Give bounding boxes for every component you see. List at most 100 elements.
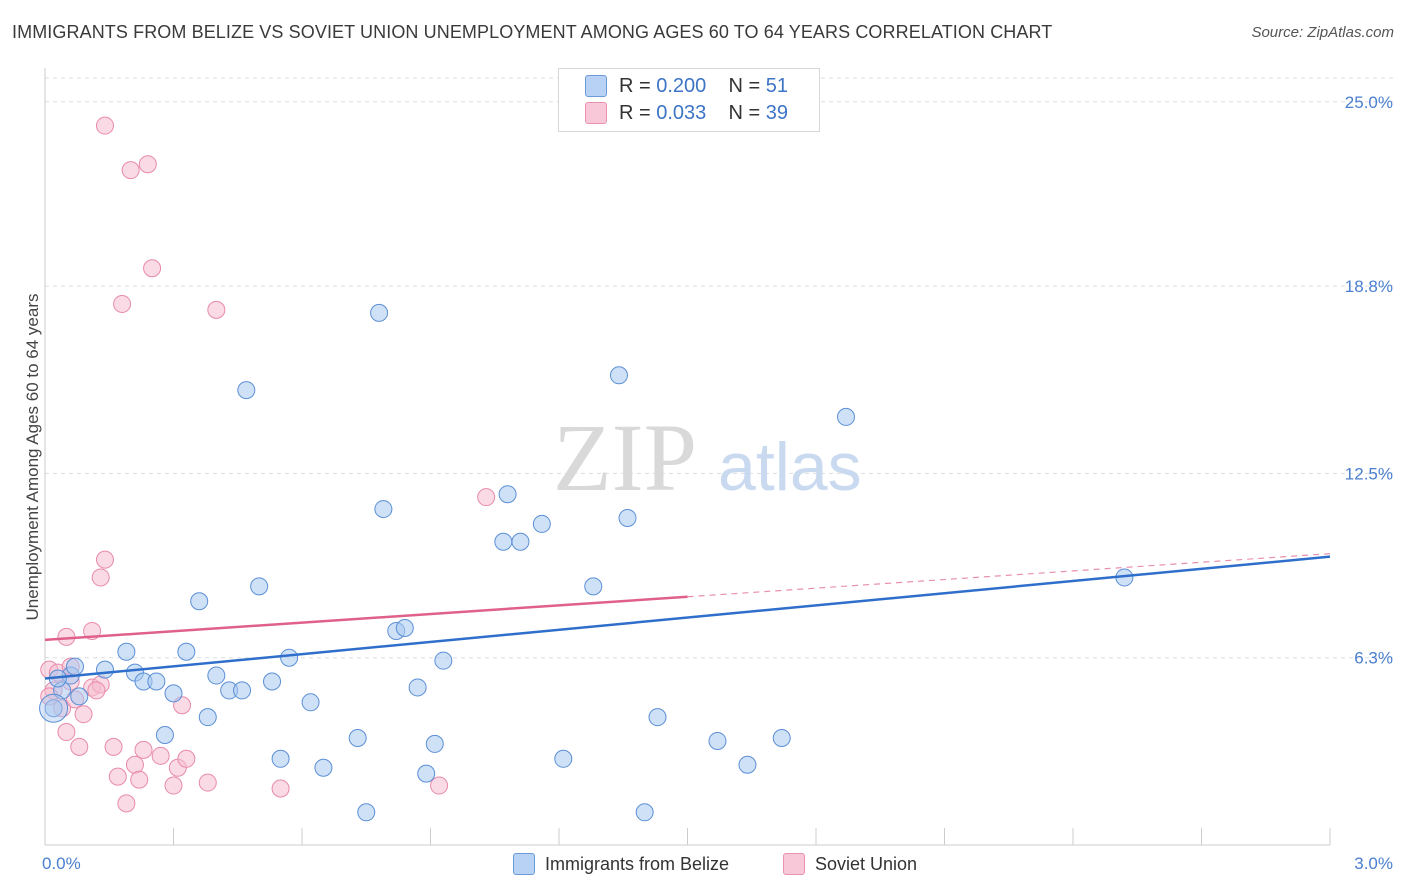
point-soviet-union [198, 773, 217, 792]
point-immigrants-from-belize [177, 642, 196, 661]
point-soviet-union [95, 550, 114, 569]
legend-n-value: 51 [765, 74, 789, 97]
watermark-zip: ZIP [553, 404, 697, 511]
point-soviet-union [207, 300, 226, 319]
point-immigrants-from-belize [44, 699, 63, 718]
point-immigrants-from-belize [532, 514, 551, 533]
source-label: Source: ZipAtlas.com [1251, 24, 1394, 41]
legend-r-value: 0.033 [656, 101, 707, 124]
point-immigrants-from-belize [425, 734, 444, 753]
point-immigrants-from-belize [494, 532, 513, 551]
point-immigrants-from-belize [609, 366, 628, 385]
point-immigrants-from-belize [511, 532, 530, 551]
point-immigrants-from-belize [314, 758, 333, 777]
chart-title: IMMIGRANTS FROM BELIZE VS SOVIET UNION U… [12, 22, 1053, 42]
point-soviet-union [143, 259, 162, 278]
point-immigrants-from-belize [70, 687, 89, 706]
point-soviet-union [91, 568, 110, 587]
point-immigrants-from-belize [207, 666, 226, 685]
point-soviet-union [164, 776, 183, 795]
point-immigrants-from-belize [198, 708, 217, 727]
point-immigrants-from-belize [408, 678, 427, 697]
point-soviet-union [117, 794, 136, 813]
bottom-legend-label-belize: Immigrants from Belize [545, 853, 730, 874]
point-immigrants-from-belize [370, 303, 389, 322]
correlation-legend: R = 0.200 N = 51 R = 0.033 N = 39 [558, 68, 820, 132]
point-immigrants-from-belize [648, 708, 667, 727]
point-immigrants-from-belize [263, 672, 282, 691]
point-soviet-union [138, 155, 157, 174]
point-immigrants-from-belize [95, 660, 114, 679]
point-immigrants-from-belize [836, 407, 855, 426]
point-immigrants-from-belize [357, 803, 376, 822]
point-immigrants-from-belize [498, 485, 517, 504]
series-immigrants-from-belize [39, 303, 1134, 822]
point-soviet-union [151, 746, 170, 765]
watermark-atlas: atlas [718, 429, 862, 505]
y-axis-label: Unemployment Among Ages 60 to 64 years [23, 294, 42, 621]
point-immigrants-from-belize [374, 500, 393, 519]
point-immigrants-from-belize [395, 618, 414, 637]
point-immigrants-from-belize [618, 508, 637, 527]
point-immigrants-from-belize [554, 749, 573, 768]
bottom-legend-soviet: Soviet Union [783, 852, 917, 876]
y-tick-label-3: 25.0% [1345, 93, 1393, 112]
point-immigrants-from-belize [250, 577, 269, 596]
trend-line-soviet-solid [44, 595, 688, 642]
point-soviet-union [271, 779, 290, 798]
point-soviet-union [430, 776, 449, 795]
point-soviet-union [477, 488, 496, 507]
legend-r-value: 0.200 [656, 74, 707, 97]
point-immigrants-from-belize [708, 731, 727, 750]
legend-n-label: N = [728, 101, 761, 124]
legend-swatch-blue [585, 75, 607, 97]
point-soviet-union [104, 737, 123, 756]
point-immigrants-from-belize [434, 651, 453, 670]
watermark: ZIP atlas [553, 404, 862, 511]
point-soviet-union [125, 755, 144, 774]
legend-r-label: R = [619, 74, 651, 97]
x-tick-label-1: 3.0% [1354, 854, 1393, 873]
legend-n-label: N = [728, 74, 761, 97]
trend-line-belize [44, 555, 1331, 680]
point-soviet-union [70, 737, 89, 756]
point-immigrants-from-belize [155, 726, 174, 745]
legend-swatch-pink [585, 102, 607, 124]
point-soviet-union [95, 116, 114, 135]
bottom-legend-label-soviet: Soviet Union [815, 853, 918, 874]
y-tick-label-0: 6.3% [1354, 649, 1393, 668]
point-soviet-union [108, 767, 127, 786]
tick-labels: 6.3% 12.5% 18.8% 25.0% 0.0% 3.0% [42, 93, 1393, 873]
x-tick-label-0: 0.0% [42, 854, 81, 873]
point-soviet-union [87, 681, 106, 700]
point-immigrants-from-belize [738, 755, 757, 774]
point-immigrants-from-belize [635, 803, 654, 822]
point-soviet-union [57, 723, 76, 742]
axes [44, 68, 1331, 846]
point-immigrants-from-belize [280, 648, 299, 667]
series-soviet-union [40, 116, 496, 813]
legend-r-label: R = [619, 101, 651, 124]
bottom-legend-swatch-blue [513, 853, 535, 875]
y-tick-label-2: 18.8% [1345, 277, 1393, 296]
trend-line-soviet-dashed [687, 553, 1331, 598]
point-immigrants-from-belize [772, 728, 791, 747]
point-immigrants-from-belize [190, 592, 209, 611]
legend-n-value: 39 [765, 101, 789, 124]
point-cluster-belize [39, 693, 69, 723]
point-immigrants-from-belize [147, 672, 166, 691]
bottom-legend-belize: Immigrants from Belize [513, 852, 729, 876]
point-soviet-union [113, 294, 132, 313]
point-soviet-union [74, 705, 93, 724]
point-immigrants-from-belize [233, 681, 252, 700]
point-soviet-union [134, 740, 153, 759]
trend-lines [44, 553, 1331, 680]
point-immigrants-from-belize [117, 642, 136, 661]
point-immigrants-from-belize [237, 381, 256, 400]
point-soviet-union [121, 161, 140, 180]
point-immigrants-from-belize [417, 764, 436, 783]
point-immigrants-from-belize [301, 693, 320, 712]
point-immigrants-from-belize [271, 749, 290, 768]
bottom-legend-swatch-pink [783, 853, 805, 875]
